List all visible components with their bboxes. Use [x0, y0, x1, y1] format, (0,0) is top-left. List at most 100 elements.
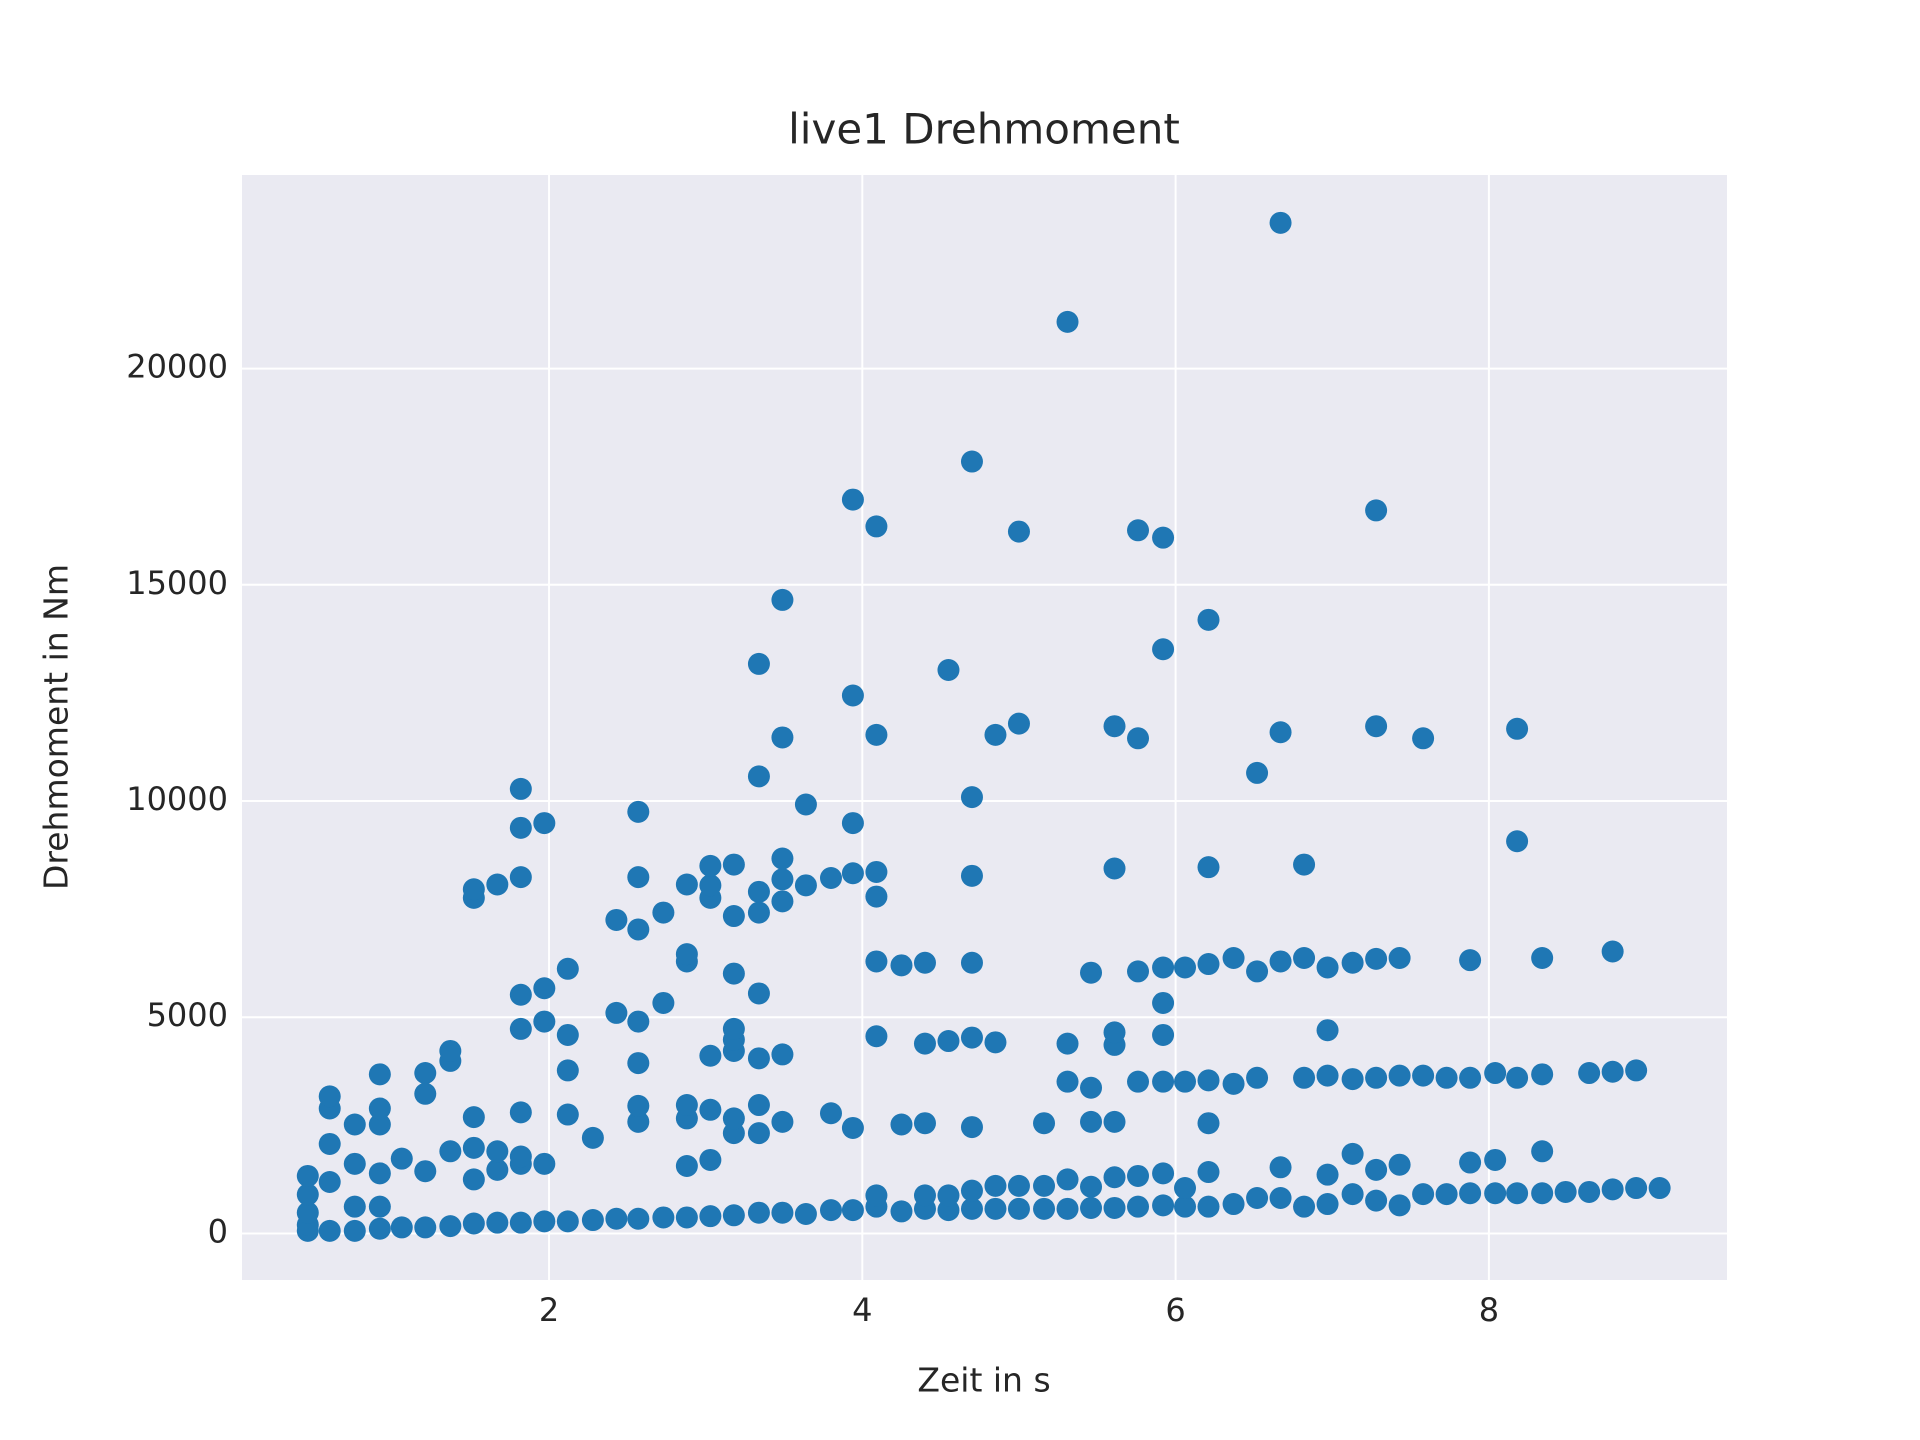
point	[1531, 946, 1554, 969]
point	[1246, 1066, 1269, 1089]
point	[439, 1039, 462, 1062]
point	[771, 588, 794, 611]
point	[1341, 1142, 1364, 1165]
x-tick-label: 8	[1479, 1291, 1499, 1329]
point	[627, 800, 650, 823]
point	[1152, 1194, 1175, 1217]
y-tick-label: 5000	[147, 996, 228, 1034]
point	[1246, 960, 1269, 983]
point	[699, 874, 722, 897]
point	[771, 726, 794, 749]
point	[1293, 946, 1316, 969]
point	[627, 918, 650, 941]
point	[1056, 310, 1079, 333]
point	[296, 1201, 319, 1224]
point	[960, 951, 983, 974]
point	[865, 1025, 888, 1048]
point	[722, 1107, 745, 1130]
point	[1174, 956, 1197, 979]
point	[1152, 526, 1175, 549]
point	[1222, 1193, 1245, 1216]
point	[1293, 1195, 1316, 1218]
point	[1506, 830, 1529, 853]
point	[747, 1122, 770, 1145]
point	[509, 983, 532, 1006]
point	[605, 1207, 628, 1230]
point	[747, 1201, 770, 1224]
point	[794, 874, 817, 897]
point	[509, 1211, 532, 1234]
point	[722, 1017, 745, 1040]
point	[1506, 1066, 1529, 1089]
point	[1007, 1174, 1030, 1197]
point	[865, 950, 888, 973]
point	[1625, 1059, 1648, 1082]
point	[1341, 951, 1364, 974]
x-tick-label: 4	[852, 1291, 872, 1329]
point	[1412, 727, 1435, 750]
point	[747, 765, 770, 788]
point	[1293, 853, 1316, 876]
point	[1506, 1182, 1529, 1205]
point	[865, 515, 888, 538]
point	[841, 1199, 864, 1222]
point	[699, 854, 722, 877]
point	[627, 1207, 650, 1230]
point	[960, 1116, 983, 1139]
point	[1033, 1197, 1056, 1220]
point	[722, 962, 745, 985]
point	[296, 1164, 319, 1187]
point	[1578, 1062, 1601, 1085]
point	[1056, 1168, 1079, 1191]
point	[509, 816, 532, 839]
point	[1080, 1076, 1103, 1099]
point	[390, 1147, 413, 1170]
point	[1246, 1187, 1269, 1210]
point	[771, 1201, 794, 1224]
point	[1365, 715, 1388, 738]
point	[1127, 1070, 1150, 1093]
point	[1625, 1177, 1648, 1200]
point	[1127, 960, 1150, 983]
point	[1269, 950, 1292, 973]
point	[841, 488, 864, 511]
point	[890, 954, 913, 977]
point	[1197, 953, 1220, 976]
point	[462, 878, 485, 901]
point	[1222, 946, 1245, 969]
point	[1293, 1066, 1316, 1089]
point	[1459, 1182, 1482, 1205]
point	[675, 1155, 698, 1178]
point	[1007, 712, 1030, 735]
point	[1365, 1158, 1388, 1181]
point	[462, 1168, 485, 1191]
point	[1197, 856, 1220, 879]
point	[794, 1203, 817, 1226]
point	[984, 1197, 1007, 1220]
point	[1152, 1070, 1175, 1093]
point	[1033, 1174, 1056, 1197]
point	[1222, 1072, 1245, 1095]
point	[368, 1113, 391, 1136]
point	[1007, 520, 1030, 543]
point	[675, 873, 698, 896]
point	[318, 1171, 341, 1194]
point	[368, 1162, 391, 1185]
point	[462, 1212, 485, 1235]
point	[1197, 608, 1220, 631]
point	[1127, 519, 1150, 542]
point	[318, 1132, 341, 1155]
point	[605, 908, 628, 931]
point	[1578, 1180, 1601, 1203]
point	[1174, 1195, 1197, 1218]
point	[414, 1062, 437, 1085]
point	[913, 1112, 936, 1135]
point	[1246, 761, 1269, 784]
point	[865, 1184, 888, 1207]
point	[675, 1206, 698, 1229]
point	[1269, 721, 1292, 744]
point	[984, 1031, 1007, 1054]
point	[1484, 1182, 1507, 1205]
